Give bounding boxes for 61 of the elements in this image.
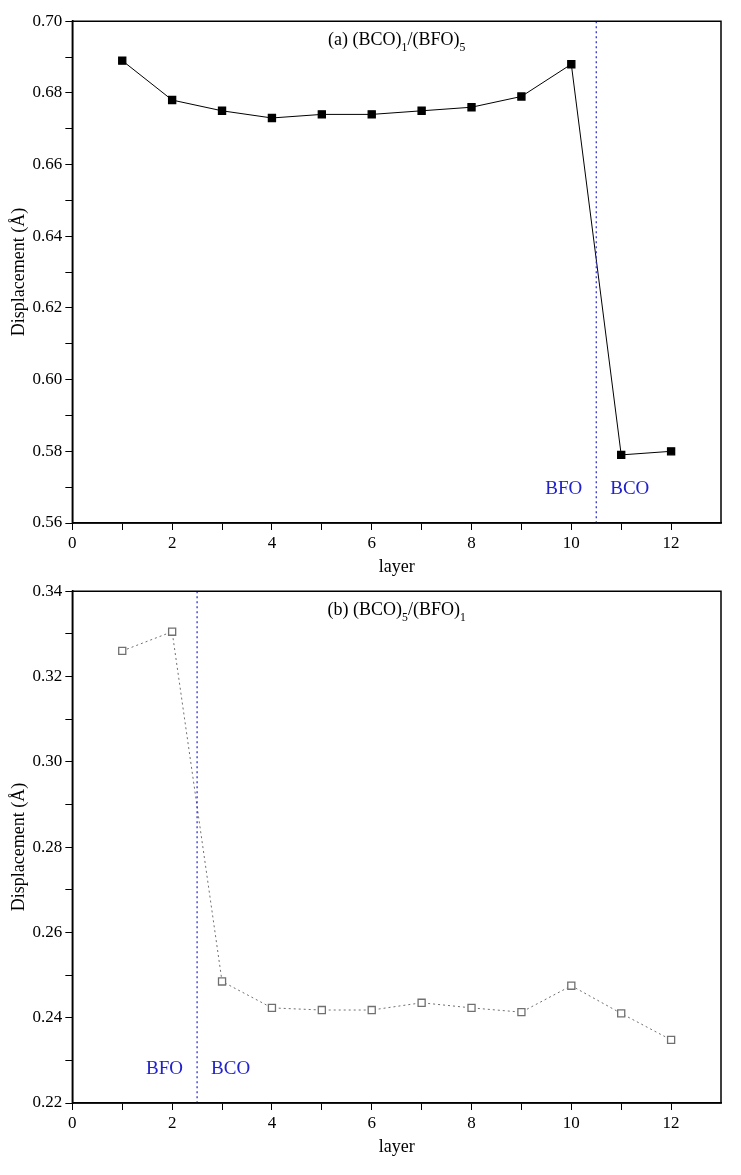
y-tick-label: 0.58	[32, 440, 63, 460]
x-tick-label: 12	[662, 1112, 680, 1132]
y-tick-label: 0.32	[32, 665, 63, 685]
x-tick-label: 0	[68, 532, 77, 552]
point	[217, 977, 227, 986]
point	[517, 1007, 526, 1017]
y-tick-label: 0.62	[32, 297, 63, 317]
annotation: BFO	[146, 1056, 184, 1078]
x-tick-label: 10	[562, 1112, 580, 1132]
point	[567, 981, 576, 990]
point	[367, 1005, 376, 1015]
point	[317, 110, 327, 119]
annotation: BFO	[545, 476, 583, 498]
y-tick-label: 0.34	[32, 580, 63, 600]
point	[417, 106, 426, 115]
point	[617, 1009, 626, 1018]
point	[167, 627, 177, 636]
y-tick-label: 0.30	[32, 751, 63, 771]
point	[567, 60, 576, 69]
y-tick-label: 0.56	[32, 512, 63, 532]
x-tick-label: 2	[167, 1112, 177, 1132]
point	[267, 1003, 277, 1013]
point	[417, 998, 426, 1007]
x-tick-label: 4	[267, 532, 277, 552]
point	[367, 110, 376, 119]
y-tick-label: 0.26	[32, 921, 63, 941]
annotation: BCO	[211, 1056, 251, 1078]
x-tick-label: 12	[662, 532, 680, 552]
x-tick-label: 8	[467, 1112, 476, 1132]
x-tick-label: 10	[562, 532, 580, 552]
point	[217, 106, 227, 115]
point	[118, 646, 127, 656]
point	[118, 56, 127, 65]
y-tick-label: 0.66	[32, 154, 63, 174]
point	[517, 92, 526, 101]
point	[666, 447, 676, 456]
y-tick-label: 0.22	[32, 1092, 63, 1112]
point	[267, 113, 277, 123]
point	[467, 1003, 476, 1013]
y-tick-label: 0.24	[32, 1007, 63, 1027]
point	[467, 103, 476, 112]
y-tick-label: 0.28	[32, 836, 63, 856]
y-tick-label: 0.70	[32, 10, 63, 30]
x-tick-label: 8	[467, 532, 476, 552]
y-tick-label: 0.68	[32, 82, 63, 102]
x-tick-label: 6	[367, 1112, 376, 1132]
point	[617, 450, 626, 460]
x-axis-title: layer	[378, 1135, 415, 1156]
y-axis-title: Displacement (Å)	[7, 782, 29, 912]
annotation: BCO	[610, 476, 650, 498]
x-axis-title: layer	[378, 555, 415, 576]
x-tick-label: 0	[68, 1112, 77, 1132]
x-tick-label: 2	[167, 532, 177, 552]
y-tick-label: 0.60	[32, 369, 63, 389]
point	[666, 1035, 676, 1045]
point	[167, 95, 177, 105]
x-tick-label: 4	[267, 1112, 277, 1132]
y-tick-label: 0.64	[32, 225, 63, 245]
point	[317, 1005, 327, 1015]
x-tick-label: 6	[367, 532, 376, 552]
y-axis-title: Displacement (Å)	[7, 207, 29, 337]
